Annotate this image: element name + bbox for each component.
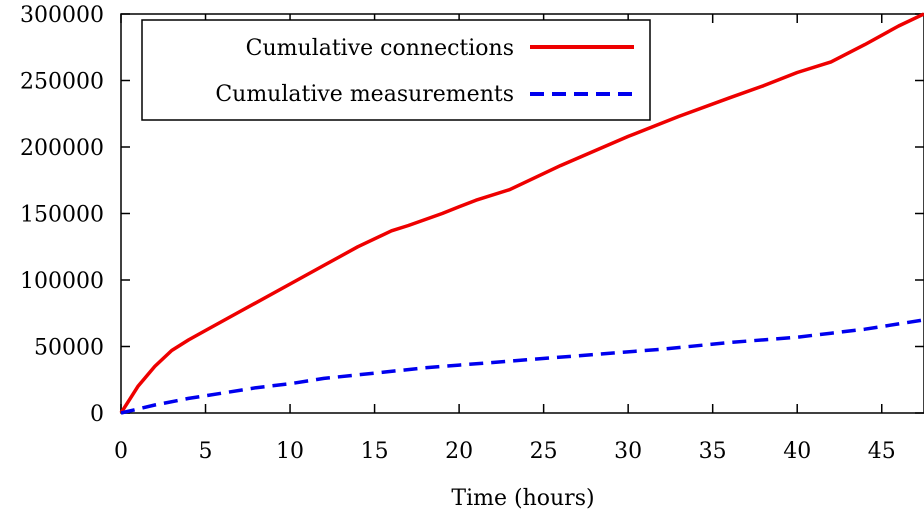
y-tick-label-6: 300000	[20, 3, 104, 28]
legend: Cumulative connections Cumulative measur…	[141, 19, 651, 121]
y-tick-label-1: 50000	[34, 336, 104, 361]
x-tick-label-5: 25	[530, 439, 558, 464]
legend-label-connections: Cumulative connections	[246, 36, 514, 61]
axis-tick-labels: 0 5 10 15 20 25 30 35 40 45 0 50000 100000 150000 2000…	[20, 3, 896, 464]
legend-box	[141, 19, 651, 121]
series-lines	[119, 12, 924, 415]
y-tick-label-2: 100000	[20, 269, 104, 294]
x-tick-label-4: 20	[445, 439, 473, 464]
x-tick-label-2: 10	[276, 439, 304, 464]
x-axis-title: Time (hours)	[451, 486, 594, 511]
x-tick-label-9: 45	[868, 439, 896, 464]
x-tick-label-6: 30	[614, 439, 642, 464]
x-tick-label-1: 5	[199, 439, 213, 464]
axis-ticks	[120, 13, 924, 414]
x-tick-label-7: 35	[699, 439, 727, 464]
y-tick-label-5: 250000	[20, 70, 104, 95]
y-tick-label-0: 0	[90, 402, 104, 427]
x-tick-label-3: 15	[361, 439, 389, 464]
y-tick-label-4: 200000	[20, 136, 104, 161]
x-tick-label-0: 0	[114, 439, 128, 464]
x-tick-label-8: 40	[783, 439, 811, 464]
series-line-0	[119, 12, 924, 414]
series-line-1	[120, 318, 924, 415]
legend-label-measurements: Cumulative measurements	[215, 82, 514, 107]
y-tick-label-3: 150000	[20, 203, 104, 228]
